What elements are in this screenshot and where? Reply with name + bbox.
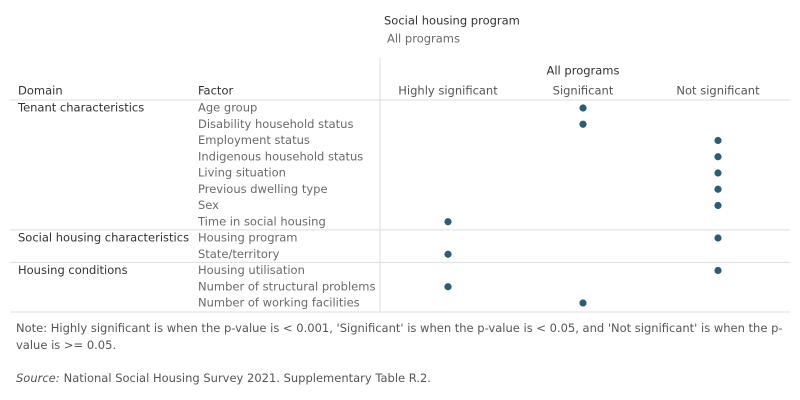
factor-label: Number of working facilities	[198, 296, 360, 310]
factor-label: Previous dwelling type	[198, 182, 328, 196]
factor-label: State/territory	[198, 247, 280, 261]
significance-dot	[579, 104, 587, 112]
domain-label: Social housing characteristics	[18, 231, 189, 245]
factor-label: Housing program	[198, 231, 298, 245]
significance-dot	[714, 185, 722, 193]
dot-table: Social housing program All programs All …	[10, 14, 790, 313]
source: Source: National Social Housing Survey 20…	[16, 371, 431, 385]
group-header: All programs	[547, 64, 620, 78]
factor-label: Indigenous household status	[198, 149, 363, 163]
domain-label: Housing conditions	[18, 263, 128, 277]
significance-dot	[444, 283, 452, 291]
factor-label: Living situation	[198, 166, 286, 180]
significance-dot	[579, 299, 587, 307]
filter-title: Social housing program	[384, 14, 520, 28]
factor-label: Housing utilisation	[198, 263, 305, 277]
factor-header: Factor	[198, 84, 233, 98]
note: Note: Highly significant is when the p-v…	[16, 321, 783, 352]
significance-dot	[714, 201, 722, 210]
domain-header: Domain	[18, 84, 63, 98]
factor-label: Disability household status	[198, 117, 353, 131]
source-label: Source:	[16, 371, 60, 385]
filter-value: All programs	[387, 32, 460, 46]
significance-dot	[714, 153, 722, 161]
factor-label: Time in social housing	[197, 214, 326, 228]
column-header: Not significant	[676, 84, 760, 98]
significance-dot	[714, 234, 722, 242]
column-header: Highly significant	[398, 84, 498, 98]
factor-label: Employment status	[198, 133, 310, 147]
factor-label: Sex	[198, 198, 219, 212]
column-header: Significant	[553, 84, 614, 98]
significance-dot	[714, 266, 722, 275]
significance-dot	[714, 136, 722, 145]
domain-label: Tenant characteristics	[17, 101, 144, 115]
significance-dot	[444, 250, 452, 258]
factor-label: Number of structural problems	[198, 279, 375, 293]
significance-dot	[444, 218, 452, 226]
factor-label: Age group	[198, 101, 257, 115]
source-text: National Social Housing Survey 2021. Sup…	[63, 371, 431, 385]
significance-dot	[579, 120, 587, 128]
significance-dot	[714, 169, 722, 177]
